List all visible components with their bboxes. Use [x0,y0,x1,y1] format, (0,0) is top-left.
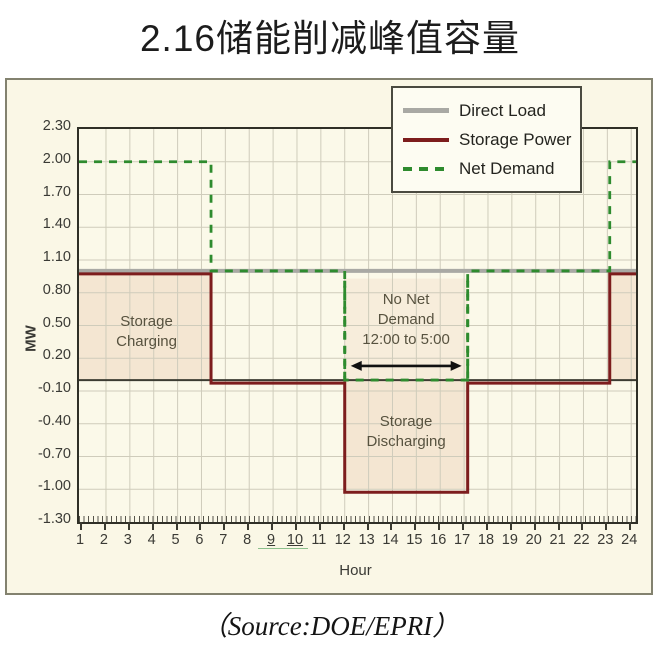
x-tick-label: 2 [99,532,108,548]
y-tick-label: -0.70 [37,445,71,462]
x-tick-mark [103,522,106,530]
x-tick-mark [557,522,560,530]
x-tick-mark [414,522,417,530]
y-tick-label: -1.00 [37,478,71,495]
x-tick-label: 5 [171,532,180,548]
x-tick-mark [485,522,488,530]
y-tick-label: -0.10 [37,380,71,396]
legend-item-storage-power: Storage Power [403,125,571,154]
chart-canvas [79,129,636,522]
x-tick-label: 19 [501,532,518,548]
legend: Direct Load Storage Power Net Demand [391,86,582,193]
x-tick-label: 20 [525,532,542,548]
legend-item-direct-load: Direct Load [403,96,570,125]
y-tick-label: 2.00 [42,150,71,167]
x-tick-label: 10 [281,532,308,549]
no-net-demand-label: No Net Demand 12:00 to 5:00 [362,291,450,349]
y-tick-label: 0.80 [42,281,71,298]
x-tick-label: 18 [477,532,495,548]
x-tick-label: 4 [147,532,156,548]
source-caption: （Source:DOE/EPRI） [200,611,460,641]
x-tick-mark [438,522,441,530]
figure-title: 2.16储能削减峰值容量 [139,18,520,59]
x-tick-mark [318,522,321,530]
x-tick-label: 15 [406,532,423,548]
x-tick-mark [127,522,130,530]
x-tick-mark [629,522,632,530]
x-tick-mark [581,522,584,530]
x-tick-mark [462,522,465,530]
x-tick-label: 24 [621,532,638,548]
x-tick-label: 21 [549,532,566,548]
y-tick-label: 1.40 [42,216,71,233]
x-tick-mark [509,522,512,530]
y-tick-label: 0.50 [42,314,71,331]
y-tick-label: 0.20 [42,347,71,364]
x-tick-label: 23 [597,532,614,548]
y-tick-label: 2.30 [42,118,71,134]
x-tick-label: 7 [219,532,228,548]
x-tick-label: 1 [76,532,85,548]
x-tick-mark [175,522,178,530]
x-tick-label: 13 [358,532,375,548]
x-tick-label: 12 [334,532,351,548]
x-tick-mark [80,522,83,530]
storage-discharging-label: Storage Discharging [366,413,446,451]
x-tick-label: 11 [311,532,327,548]
y-tick-label: 1.10 [42,249,71,265]
direct-load-line-swatch-icon [403,108,449,113]
x-tick-mark [366,522,369,530]
x-tick-label: 17 [454,532,471,548]
x-tick-mark [533,522,536,530]
x-axis-title: Hour [339,562,372,579]
x-tick-mark [294,522,297,530]
y-tick-label: -1.30 [37,511,71,527]
x-tick-mark [342,522,345,530]
x-tick-mark [223,522,226,530]
x-tick-label: 6 [195,532,204,548]
y-tick-label: 1.70 [42,183,71,200]
storage-charging-label: Storage Charging [116,313,177,351]
x-tick-label: 22 [573,532,590,548]
plot-area: Storage Charging No Net Demand 12:00 to … [77,127,638,524]
y-tick-label: -0.40 [37,412,71,429]
x-tick-mark [247,522,250,530]
x-tick-label: 14 [382,532,399,548]
x-tick-mark [199,522,202,530]
chart-panel: MW Storage Charging No Net Demand 12:00 … [5,78,653,595]
x-tick-label: 3 [123,532,132,548]
x-tick-mark [605,522,608,530]
legend-item-net-demand: Net Demand [403,154,570,183]
net-demand-line-swatch-icon [403,166,449,171]
x-tick-label: 16 [430,532,447,548]
storage-power-line-swatch-icon [403,137,449,142]
x-tick-label: 9 [258,532,285,549]
x-tick-mark [390,522,393,530]
x-tick-label: 8 [243,532,252,548]
x-axis-minor-ticks [79,516,636,522]
x-tick-mark [151,522,154,530]
x-tick-mark [271,522,274,530]
